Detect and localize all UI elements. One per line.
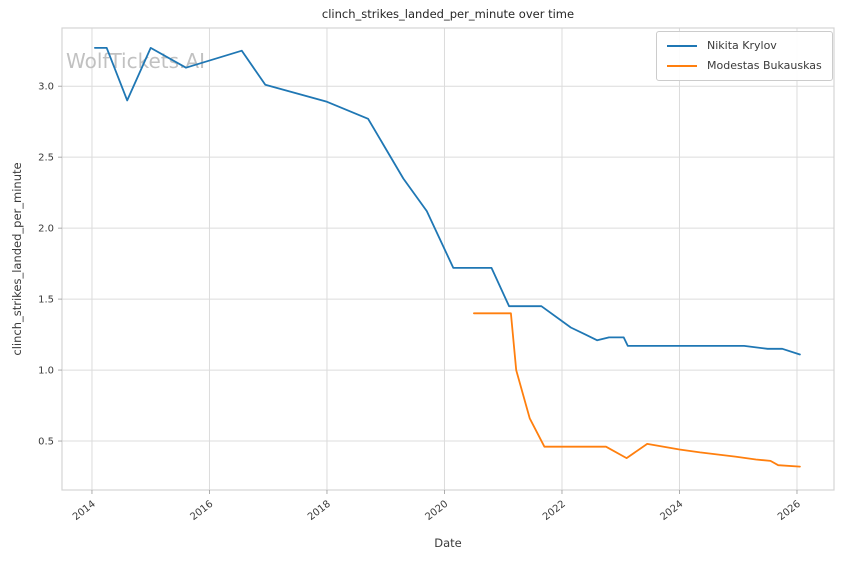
- tick-marks: [58, 85, 798, 494]
- y-tick-label: 1.5: [38, 295, 54, 306]
- legend-line-swatch: [667, 64, 697, 67]
- legend: Nikita Krylov Modestas Bukauskas: [656, 31, 833, 81]
- y-tick-labels: 0.5 1.0 1.5 2.0 2.5 3.0: [38, 82, 54, 448]
- y-tick-label: 2.5: [38, 153, 54, 164]
- x-tick-label: 2022: [541, 499, 568, 523]
- legend-item: Modestas Bukauskas: [667, 59, 822, 72]
- series-lines: [94, 47, 801, 468]
- series-line-0: [94, 47, 801, 356]
- x-tick-label: 2018: [306, 499, 333, 523]
- y-axis-label: clinch_strikes_landed_per_minute: [10, 162, 24, 356]
- watermark: WolfTickets.AI: [66, 49, 205, 73]
- y-tick-label: 1.0: [38, 366, 54, 377]
- legend-label: Modestas Bukauskas: [707, 59, 822, 72]
- chart-title: clinch_strikes_landed_per_minute over ti…: [321, 7, 575, 21]
- x-tick-label: 2024: [658, 499, 685, 523]
- y-tick-label: 0.5: [38, 437, 54, 448]
- legend-label: Nikita Krylov: [707, 39, 777, 52]
- y-tick-label: 2.0: [38, 224, 54, 235]
- x-tick-label: 2016: [188, 499, 215, 523]
- legend-line-swatch: [667, 44, 697, 47]
- gridlines: [62, 28, 834, 490]
- series-line-1: [472, 312, 801, 468]
- x-axis-label: Date: [434, 536, 462, 550]
- plot-border: [61, 27, 835, 491]
- y-tick-label: 3.0: [38, 82, 54, 93]
- x-tick-label: 2020: [423, 499, 450, 523]
- x-tick-labels: 2014 2016 2018 2020 2022 2024 2026: [71, 499, 803, 523]
- x-tick-label: 2014: [71, 499, 98, 523]
- x-tick-label: 2026: [776, 499, 803, 523]
- legend-item: Nikita Krylov: [667, 39, 822, 52]
